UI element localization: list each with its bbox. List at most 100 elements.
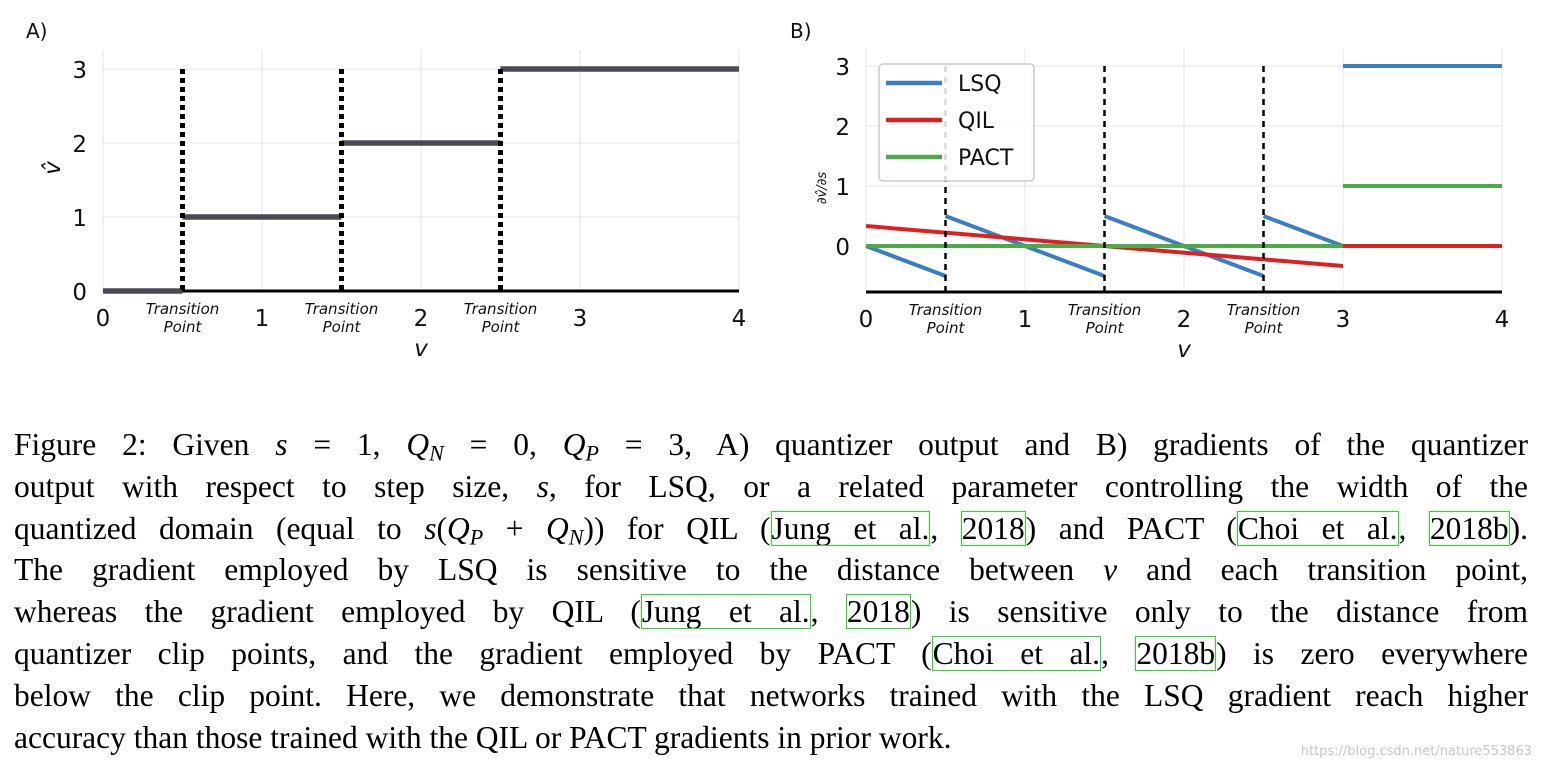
x-tick-label: 1 [255,306,270,332]
caption-text: and each transition point, [1117,552,1529,588]
panel-label: B) [790,19,812,43]
legend-label-qil: QIL [958,109,995,134]
caption-line: quantizer clip points, and the gradient … [14,633,1528,675]
caption-line: The gradient employed by LSQ is sensitiv… [14,549,1528,591]
math-symbol: v [1103,552,1118,588]
transition-label: Point [164,318,203,336]
caption-text: ) is sensitive only to the distance from [910,594,1528,630]
y-tick-label: 1 [72,206,87,232]
y-tick-label: 0 [835,235,850,261]
transition-label: Transition [464,300,538,318]
y-tick-label: 0 [72,280,87,306]
caption-text: ) and PACT ( [1025,510,1237,546]
figure-2: A)0 1 2 3 40123TransitionPointTransitionPoin… [26,19,1509,363]
math-subscript: P [585,440,599,466]
caption-text: , [1101,635,1136,671]
y-axis-label: ∂v̂/∂s [815,172,830,205]
citation-link[interactable]: 2018b [1428,510,1510,546]
y-tick-label: 2 [835,115,850,141]
caption-text: output with respect to step size, [14,468,537,504]
watermark: https://blog.csdn.net/nature553863 [1300,744,1532,759]
citation-link[interactable]: 2018b [1135,635,1217,671]
x-tick-label: 3 [573,306,588,332]
transition-label: Point [927,319,966,337]
x-tick-label: 0 [96,306,111,332]
chart-a: A)0 1 2 3 40123TransitionPointTransitionPoin… [26,19,746,362]
legend-label-lsq: LSQ [958,72,1002,97]
caption-text: , [930,510,961,546]
legend-label-pact: PACT [958,146,1014,171]
math-subscript: P [469,524,484,550]
y-tick-label: 1 [835,175,850,201]
caption-text: The gradient employed by LSQ is sensitiv… [14,552,1104,588]
transition-label: Transition [1068,301,1142,319]
caption-text: , [810,594,846,630]
x-tick-label: 0 [859,307,874,333]
caption-line: below the clip point. Here, we demonstra… [14,675,1528,717]
math-subscript: N [568,524,584,550]
x-tick-label: 2 [414,306,429,332]
x-tick-label: 1 [1018,307,1033,333]
x-axis-label: v [414,336,428,362]
caption-text: = 3, A) quantizer output and B) gradient… [598,427,1529,462]
caption-line: output with respect to step size, s, for… [14,466,1528,508]
x-tick-label: 4 [1495,307,1510,333]
panel-label: A) [26,19,47,43]
caption-text: ). [1509,510,1529,546]
caption-text: = 1, [287,427,407,462]
caption-line: Figure 2: Given s = 1, QN = 0, QP = 3, A… [14,424,1528,466]
math-symbol: s [275,427,288,462]
caption-line: quantized domain (equal to s(QP + QN)) f… [14,508,1528,550]
x-tick-label: 3 [1336,307,1351,333]
citation-link[interactable]: 2018 [845,594,911,630]
caption-text: Figure 2: Given [14,427,276,462]
math-symbol: Q [406,427,430,462]
transition-label: Point [482,318,521,336]
math-symbol: s [424,510,437,546]
x-tick-label: 4 [732,306,747,332]
transition-label: Transition [146,300,220,318]
transition-label: Transition [305,300,379,318]
caption-text: whereas the gradient employed by QIL ( [14,594,641,630]
caption-line: whereas the gradient employed by QIL (Ju… [14,591,1528,633]
caption-text: quantized domain (equal to [14,510,425,546]
caption-text: , [1398,510,1429,546]
citation-link[interactable]: Choi et al. [1236,510,1399,546]
x-axis-label: v [1177,337,1191,363]
y-tick-label: 2 [72,132,87,158]
y-tick-label: 3 [835,55,850,81]
series-lsq-segment [1262,214,1344,248]
y-axis-label: v̂ [40,161,66,175]
transition-label: Point [323,318,362,336]
citation-link[interactable]: 2018 [960,510,1026,546]
math-symbol: s [536,468,549,504]
caption-text: below the clip point. Here, we demonstra… [14,677,1528,713]
y-tick-label: 3 [72,58,87,84]
caption-text: , for LSQ, or a related parameter contro… [548,468,1528,504]
caption-text: accuracy than those trained with the QIL… [14,719,952,755]
transition-label: Point [1245,319,1284,337]
figure-caption: Figure 2: Given s = 1, QN = 0, QP = 3, A… [14,424,1528,758]
x-tick-label: 2 [1177,307,1192,333]
transition-label: Point [1086,319,1125,337]
citation-link[interactable]: Jung et al. [770,510,931,546]
legend: LSQ QIL PACT [878,63,1035,182]
caption-line: accuracy than those trained with the QIL… [14,717,1528,759]
caption-text: = 0, [443,427,563,462]
math-subscript: N [429,440,444,466]
caption-text: ) is zero everywhere [1216,635,1529,671]
caption-text: ( [436,510,447,546]
caption-text: quantizer clip points, and the gradient … [14,635,932,671]
math-symbol: Q [545,510,569,546]
caption-text: )) for QIL ( [583,510,771,546]
chart-b: B)0 1 2 3 40123TransitionPointTransitionPoin… [790,19,1509,363]
legend-box [878,63,1035,182]
math-symbol: Q [562,427,586,462]
citation-link[interactable]: Choi et al. [931,635,1102,671]
series-lsq-segment [865,244,947,278]
caption-text: + [483,510,546,546]
transition-label: Transition [909,301,983,319]
math-symbol: Q [446,510,470,546]
citation-link[interactable]: Jung et al. [640,594,811,630]
transition-label: Transition [1227,301,1301,319]
